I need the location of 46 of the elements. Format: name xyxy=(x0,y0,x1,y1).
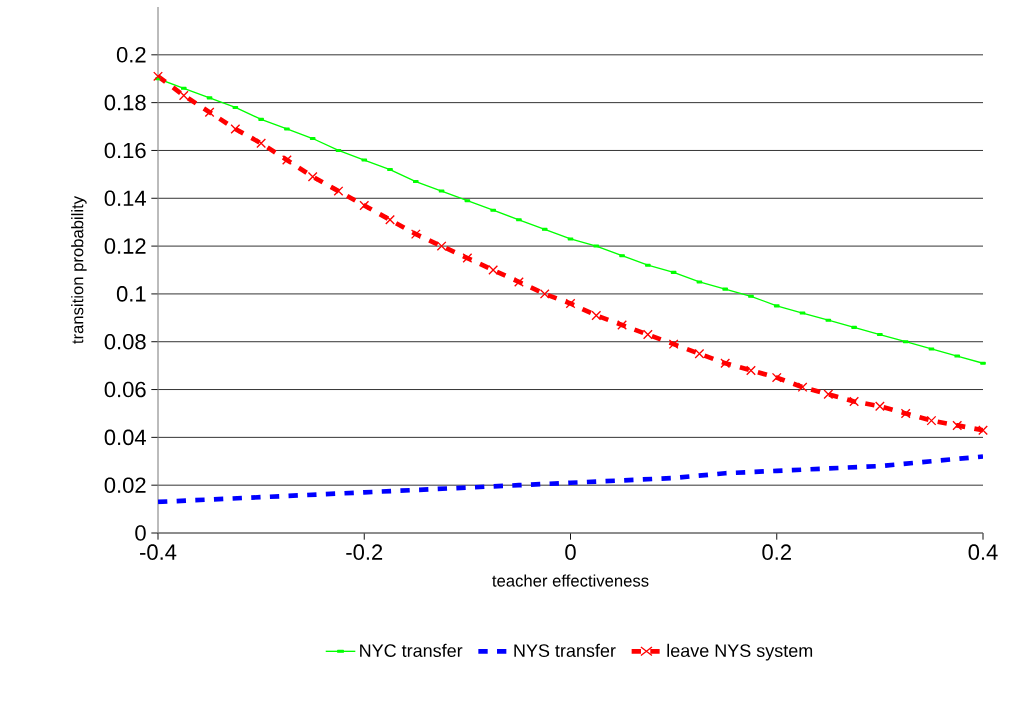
point xyxy=(926,415,937,426)
y-tick-label: 0 xyxy=(135,525,146,541)
point xyxy=(591,310,602,321)
legend-label: NYC transfer xyxy=(360,643,463,657)
x-tick-label: -0.2 xyxy=(346,544,383,560)
y-tick-label: 0.08 xyxy=(104,333,146,350)
point xyxy=(694,348,705,359)
point xyxy=(436,241,447,251)
legend-label: NYS transfer xyxy=(514,643,616,657)
point xyxy=(797,382,808,393)
y-tick-label: 0.14 xyxy=(104,190,146,207)
point xyxy=(720,358,731,369)
y-tick-label: 0.04 xyxy=(104,429,146,446)
point xyxy=(874,401,885,412)
point xyxy=(307,171,318,182)
point xyxy=(256,138,267,149)
y-tick-label: 0.1 xyxy=(116,286,146,302)
y-tick-label: 0.16 xyxy=(104,142,146,159)
legend-label: leave NYS system xyxy=(667,643,813,661)
point xyxy=(488,265,499,275)
point xyxy=(385,214,395,225)
y-tick-label: 0.06 xyxy=(104,381,146,398)
point xyxy=(359,200,370,211)
y-tick-label: 0.02 xyxy=(104,477,146,493)
x-tick-label: -0.4 xyxy=(140,544,177,560)
point xyxy=(539,289,550,299)
y-tick-label: 0.2 xyxy=(116,47,146,63)
x-axis-title: teacher effectiveness xyxy=(492,574,649,587)
point xyxy=(849,396,860,407)
x-tick-label: 0 xyxy=(565,544,576,560)
point xyxy=(823,389,834,400)
point xyxy=(771,372,782,383)
point xyxy=(746,365,756,376)
y-axis-title: transition probability xyxy=(71,195,87,344)
point xyxy=(642,329,653,340)
y-tick-label: 0.12 xyxy=(104,238,146,254)
point xyxy=(462,253,473,263)
point xyxy=(952,420,963,431)
x-tick-label: 0.2 xyxy=(762,544,791,560)
point xyxy=(153,71,163,82)
x-tick-label: 0.4 xyxy=(968,544,998,560)
y-tick-label: 0.18 xyxy=(104,94,146,111)
point xyxy=(178,90,189,101)
point xyxy=(978,425,988,436)
point xyxy=(230,124,241,134)
point xyxy=(333,186,344,197)
